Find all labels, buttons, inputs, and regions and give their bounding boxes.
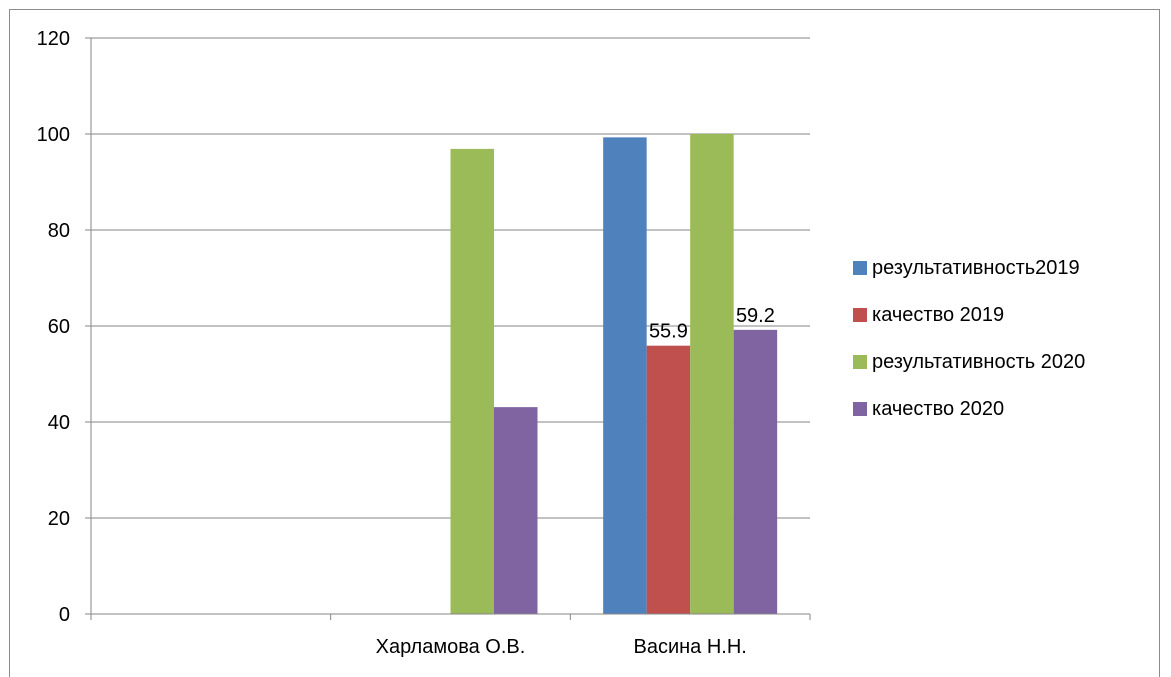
bar (646, 345, 691, 614)
legend-label: результативность 2020 (872, 350, 1086, 373)
legend-item: качество 2019 (853, 303, 1085, 327)
legend-swatch (853, 402, 867, 416)
legend: результативность2019 качество 2019 результ… (853, 256, 1085, 444)
bar (733, 329, 778, 614)
legend-swatch (853, 261, 867, 275)
x-axis-categories: Харламова О.В. Васина Н.Н. (376, 636, 747, 658)
bar (450, 148, 494, 614)
legend-label: качество 2020 (872, 397, 1005, 420)
bar (690, 134, 734, 614)
chart-frame (9, 9, 1160, 677)
y-tick-label: 100 (37, 124, 70, 146)
y-tick-label: 0 (59, 604, 70, 626)
legend-label: результативность2019 (872, 256, 1080, 279)
y-tick-label: 120 (37, 28, 70, 50)
y-axis-ticks: 0 20 40 60 80 100 120 (37, 28, 91, 626)
data-labels: 55.9 59.2 (649, 305, 775, 343)
legend-item: качество 2020 (853, 397, 1085, 421)
bar (603, 137, 647, 615)
y-tick-label: 20 (48, 508, 70, 530)
legend-swatch (853, 308, 867, 322)
axes (90, 38, 811, 620)
data-label: 59.2 (736, 305, 775, 327)
y-tick-label: 40 (48, 412, 70, 434)
legend-item: результативность 2020 (853, 350, 1085, 374)
data-label: 55.9 (649, 321, 688, 343)
y-tick-label: 80 (48, 220, 70, 242)
x-category-label: Васина Н.Н. (633, 636, 746, 658)
legend-label: качество 2019 (872, 303, 1005, 326)
bar (494, 407, 538, 614)
x-category-label: Харламова О.В. (376, 636, 526, 658)
legend-item: результативность2019 (853, 256, 1085, 280)
y-tick-label: 60 (48, 316, 70, 338)
bars (450, 134, 778, 615)
legend-swatch (853, 355, 867, 369)
